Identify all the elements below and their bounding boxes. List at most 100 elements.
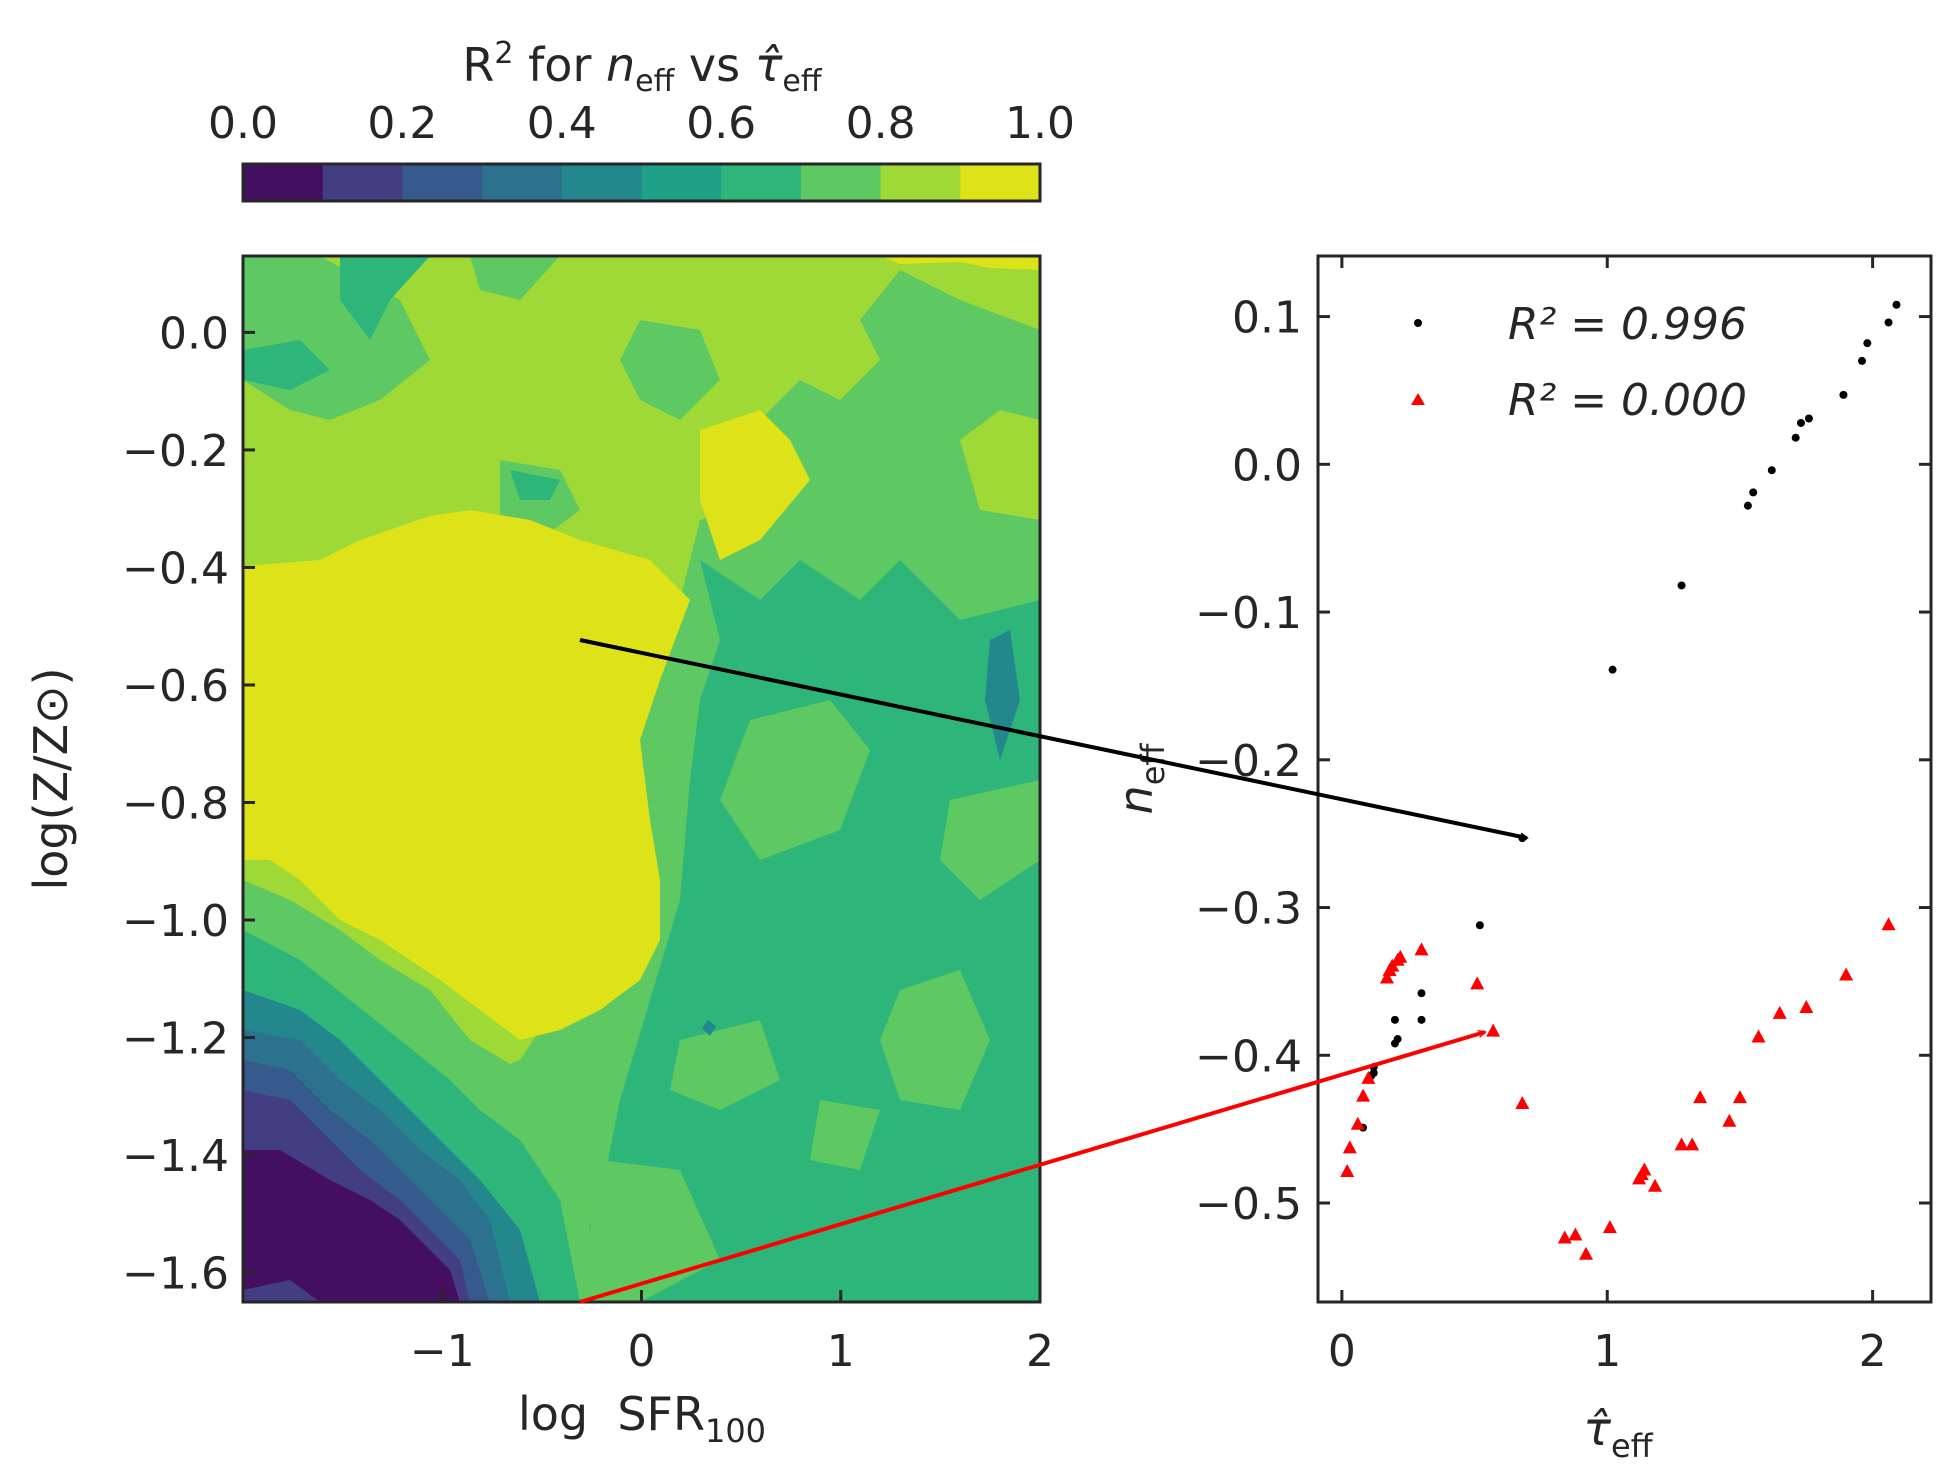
colorbar-swatch-9 [960,164,1041,201]
scatter-point-dot-0 [1892,300,1901,309]
contour-fill [243,256,1040,1302]
colorbar-ticks: 0.0 0.2 0.4 0.6 0.8 1.0 [208,98,1075,149]
scatter-point-triangle-5 [1732,1090,1747,1104]
colorbar-swatches [243,164,1041,201]
contour-patch-darkteal-b [702,1020,716,1036]
colorbar-swatch-3 [482,164,563,201]
scatter-y-tick-label-2: −0.1 [1195,588,1302,639]
legend-marker-black [1414,319,1422,327]
colorbar-frame [241,162,1042,203]
scatter-point-triangle-29 [1350,1116,1365,1130]
scatter-point-triangle-30 [1342,1140,1357,1154]
scatter-y-tick-label-6: −0.5 [1195,1179,1302,1230]
scatter-point-triangle-0 [1881,917,1896,931]
scatter-x-ticks: 0 1 2 [1328,256,1887,1377]
contour-patch-teal-top [340,256,430,340]
scatter-point-triangle-21 [1414,942,1429,956]
scatter-point-dot-2 [1863,339,1872,348]
scatter-x-axis-label: τ̂eff [1583,1402,1653,1465]
contour-patch-teal-left [243,340,330,390]
contour-y-tick-label-7: −1.4 [122,1131,229,1182]
scatter-point-triangle-8 [1674,1137,1689,1151]
contour-patch-green-b [940,780,1040,900]
scatter-point-triangle-17 [1557,1230,1572,1244]
scatter-point-triangle-20 [1470,976,1485,990]
contour-patch-green-c [880,970,990,1110]
legend-label-red: R² = 0.000 [1508,375,1747,426]
scatter-point-dot-14 [1475,921,1484,930]
scatter-y-ticks: 0.10.0−0.1−0.2−0.3−0.4−0.5 [1195,293,1931,1230]
scatter-point-dot-9 [1749,488,1758,497]
scatter-point-dot-8 [1767,466,1776,475]
colorbar-title-n-sub: eff [635,64,675,99]
colorbar-title-sup: 2 [494,36,513,71]
colorbar-title-for: for [513,38,606,92]
scatter-point-dot-7 [1791,433,1800,442]
scatter-y-tick-label-0: 0.1 [1232,293,1302,344]
contour-x-axis-label: log SFR100 [518,1387,766,1450]
scatter-frame [1316,254,1933,1304]
scatter-point-triangle-27 [1361,1070,1376,1084]
scatter-point-dot-1 [1884,318,1893,327]
scatter-point-triangle-14 [1602,1220,1617,1234]
contour-y-tick-label-5: −1.0 [122,896,229,947]
scatter-point-dot-15 [1417,989,1426,998]
colorbar-title-n: n [606,38,635,92]
arrow-black [579,638,1527,838]
colorbar-tick-label-5: 1.0 [1005,98,1075,149]
scatter-x-tick-label-2: 2 [1859,1326,1887,1377]
legend-marker-red [1411,393,1425,405]
legend-label-black: R² = 0.996 [1508,299,1747,350]
scatter-point-dot-19 [1390,1039,1399,1048]
colorbar-swatch-7 [800,164,882,201]
contour-level-yellow-corner [880,256,1040,270]
scatter-point-triangle-18 [1515,1096,1530,1110]
legend: R² = 0.996 R² = 0.000 [1411,299,1747,426]
contour-panel: −1 0 1 2 0.0 −0.2 −0.4 −0.6 −0.8 −1.0 −1.2 −1.4 −1.… [24,254,1054,1450]
colorbar-swatch-6 [721,164,802,201]
contour-x-tick-label-0: −1 [410,1326,475,1377]
scatter-point-triangle-31 [1340,1163,1355,1177]
contour-patch-green-e [670,1020,780,1110]
scatter-point-dot-3 [1858,356,1867,365]
scatter-x-label-sub: eff [1611,1427,1654,1465]
colorbar-title-r: R [462,38,494,92]
colorbar: R2 for neff vs τ̂eff 0.0 0.2 0.4 0.6 0.8 1.0 [208,36,1075,203]
colorbar-title-vs: vs [674,38,754,92]
colorbar-title: R2 for neff vs τ̂eff [462,36,822,99]
scatter-point-triangle-26 [1379,970,1394,984]
contour-y-tick-label-3: −0.6 [122,661,229,712]
scatter-x-tick-label-0: 0 [1328,1326,1356,1377]
scatter-point-triangle-1 [1839,967,1854,981]
scatter-point-triangle-9 [1693,1090,1708,1104]
scatter-point-triangle-13 [1637,1162,1652,1176]
colorbar-swatch-4 [561,164,643,201]
contour-y-tick-label-6: −1.2 [122,1014,229,1065]
scatter-point-triangle-16 [1568,1227,1583,1241]
contour-patch-green-a [720,700,870,860]
colorbar-tick-label-0: 0.0 [208,98,278,149]
contour-y-tick-label-4: −0.8 [122,779,229,830]
contour-y-tick-label-0: 0.0 [159,308,229,359]
scatter-point-triangle-15 [1579,1246,1594,1260]
contour-patch-green-f [580,1160,720,1302]
scatter-points [1340,300,1901,1260]
arrow-red [579,1032,1485,1304]
scatter-point-triangle-6 [1722,1113,1737,1127]
contour-x-tick-label-2: 1 [827,1326,855,1377]
scatter-y-tick-label-1: 0.0 [1232,440,1302,491]
scatter-point-dot-6 [1796,418,1805,427]
scatter-point-triangle-12 [1632,1171,1647,1185]
contour-x-tick-label-3: 2 [1026,1326,1054,1377]
scatter-y-tick-label-4: −0.3 [1195,884,1302,935]
scatter-point-triangle-7 [1685,1137,1700,1151]
contour-level-purple-low [243,1150,460,1302]
contour-patch-green-d [810,1100,880,1170]
contour-patch-green-top2 [470,256,560,300]
scatter-y-label-main: n [1109,785,1163,814]
colorbar-tick-label-4: 0.8 [846,98,916,149]
scatter-point-dot-11 [1677,581,1686,590]
scatter-point-triangle-10 [1648,1178,1663,1192]
colorbar-swatch-0 [243,164,324,201]
